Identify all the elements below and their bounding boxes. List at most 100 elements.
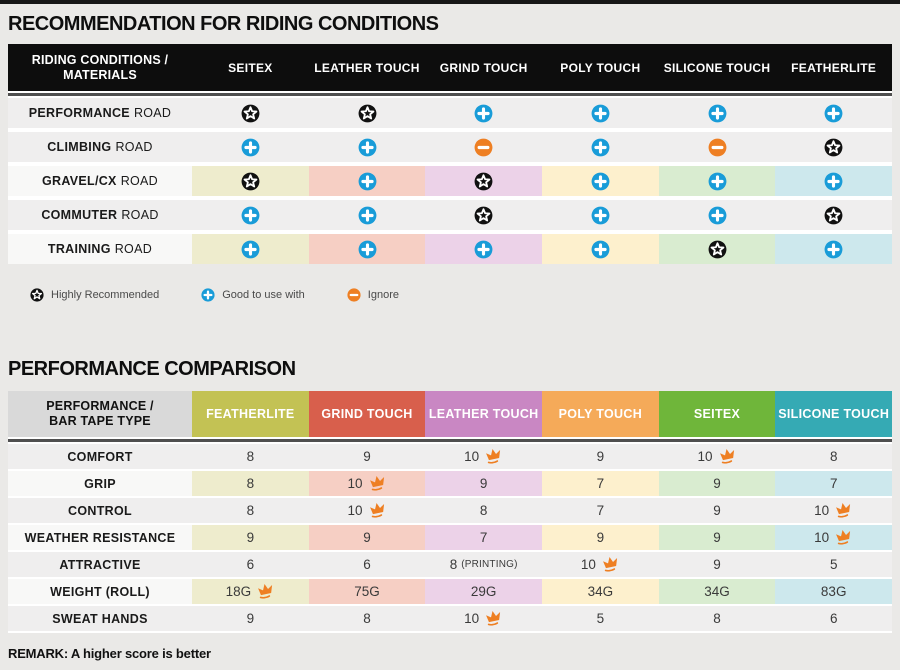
plus-icon	[474, 240, 493, 258]
legend-item-star: Highly Recommended	[30, 288, 159, 302]
plus-icon	[591, 104, 610, 122]
riding-cell-star	[425, 200, 543, 230]
score-value: 10	[580, 557, 596, 572]
header-separator	[8, 91, 892, 93]
plus-icon	[241, 240, 260, 258]
star-icon	[708, 240, 726, 258]
star-icon	[30, 288, 44, 302]
score-value: 5	[596, 611, 605, 626]
tape-column-header-poly-touch: POLY TOUCH	[542, 391, 659, 437]
riding-cell-plus	[775, 166, 893, 196]
crown-best-icon	[258, 583, 273, 599]
crown-best-icon	[369, 475, 384, 491]
score-value: 10	[464, 611, 480, 626]
score-cell: 9	[658, 471, 776, 496]
performance-row-label: SWEAT HANDS	[8, 606, 192, 631]
score-value: 9	[596, 530, 605, 545]
plus-icon	[708, 206, 726, 224]
riding-table-row: COMMUTER ROAD	[8, 200, 893, 230]
riding-table-body: PERFORMANCE ROAD CLIMBING ROAD GRAVEL/CX ROAD…	[8, 98, 893, 264]
performance-table-row: CONTROL 8 10 8 7 9 10	[8, 498, 893, 523]
score-value: 6	[246, 557, 255, 572]
riding-row-label-bold: TRAINING	[47, 242, 111, 256]
plus-icon	[708, 104, 726, 122]
riding-cell-plus	[542, 234, 659, 264]
riding-row-label: GRAVEL/CX ROAD	[8, 166, 192, 196]
riding-cell-plus	[308, 234, 426, 264]
riding-conditions-table: RIDING CONDITIONS / MATERIALS SEITEX LEAT…	[8, 44, 893, 264]
star-icon	[241, 104, 260, 122]
performance-table-row: WEIGHT (ROLL) 18G 75G 29G 34G 34G 83G	[8, 579, 893, 604]
minus-icon	[347, 288, 361, 302]
tape-column-header-featherlite: FEATHERLITE	[192, 391, 309, 437]
score-cell: 8	[192, 498, 309, 523]
riding-table-row: CLIMBING ROAD	[8, 132, 893, 162]
riding-cell-minus	[658, 132, 776, 162]
score-value: 18G	[225, 584, 252, 599]
riding-cell-plus	[425, 234, 543, 264]
riding-cell-plus	[542, 166, 659, 196]
score-cell: 9	[542, 525, 659, 550]
score-value: 7	[479, 530, 488, 545]
tape-column-header-silicone-touch: SILICONE TOUCH	[775, 391, 893, 437]
plus-icon	[591, 138, 610, 156]
riding-column-header-poly-touch: POLY TOUCH	[560, 60, 641, 75]
riding-cell-plus	[658, 98, 776, 128]
score-cell: 6	[192, 552, 309, 577]
crown-best-icon	[369, 502, 384, 518]
score-cell: 8	[308, 606, 426, 631]
score-cell: 9	[192, 525, 309, 550]
legend-item-plus: Good to use with	[201, 288, 305, 302]
score-value: 7	[596, 476, 605, 491]
plus-icon	[591, 240, 610, 258]
legend-label: Highly Recommended	[51, 289, 160, 301]
plus-icon	[824, 104, 843, 122]
score-cell: 10	[658, 444, 776, 469]
score-cell: 8	[658, 606, 776, 631]
score-cell: 9	[542, 444, 659, 469]
performance-table-row: WEATHER RESISTANCE 9 9 7 9 9 10	[8, 525, 893, 550]
score-cell: 34G	[658, 579, 776, 604]
riding-cell-plus	[658, 166, 776, 196]
score-cell: 75G	[308, 579, 426, 604]
plus-icon	[241, 206, 260, 224]
score-value: 9	[713, 530, 721, 545]
riding-column-header-grind-touch: GRIND TOUCH	[439, 60, 528, 75]
riding-cell-star	[775, 132, 893, 162]
score-cell: 7	[775, 471, 893, 496]
plus-icon	[358, 172, 376, 190]
score-value: 8	[246, 449, 255, 464]
minus-icon	[708, 138, 726, 156]
riding-cell-plus	[542, 98, 659, 128]
score-cell: 7	[425, 525, 543, 550]
riding-cell-plus	[658, 200, 776, 230]
performance-table-body: COMFORT 8 9 10 9 10 8 GRIP 8 10 9 7 9 7 CONTROL 8 10 8 7 9 1…	[8, 444, 893, 631]
riding-cell-star	[425, 166, 543, 196]
crown-best-icon	[836, 529, 851, 545]
riding-row-label-bold: PERFORMANCE	[28, 106, 130, 120]
score-cell: 7	[542, 471, 659, 496]
score-cell: 9	[658, 552, 776, 577]
riding-cell-star	[775, 200, 893, 230]
score-value: 83G	[820, 584, 847, 599]
plus-icon	[474, 104, 493, 122]
tape-column-header-seitex: SEITEX	[658, 391, 776, 437]
score-value: 9	[713, 503, 721, 518]
score-cell: 10	[308, 471, 426, 496]
legend-label: Ignore	[367, 289, 399, 301]
score-value: 10	[814, 503, 830, 518]
crown-best-icon	[836, 502, 851, 518]
riding-row-label: COMMUTER ROAD	[8, 200, 192, 230]
score-cell: 18G	[192, 579, 309, 604]
star-icon	[824, 206, 843, 224]
performance-table-row: SWEAT HANDS 9 8 10 5 8 6	[8, 606, 893, 631]
score-value: 10	[347, 476, 363, 491]
star-icon	[474, 172, 493, 190]
riding-cell-plus	[542, 132, 659, 162]
score-cell: 5	[542, 606, 659, 631]
legend-label: Good to use with	[222, 289, 305, 301]
header-underline	[8, 93, 892, 96]
riding-column-header-seitex: SEITEX	[228, 60, 273, 75]
plus-icon	[591, 206, 610, 224]
score-value: 9	[713, 557, 721, 572]
